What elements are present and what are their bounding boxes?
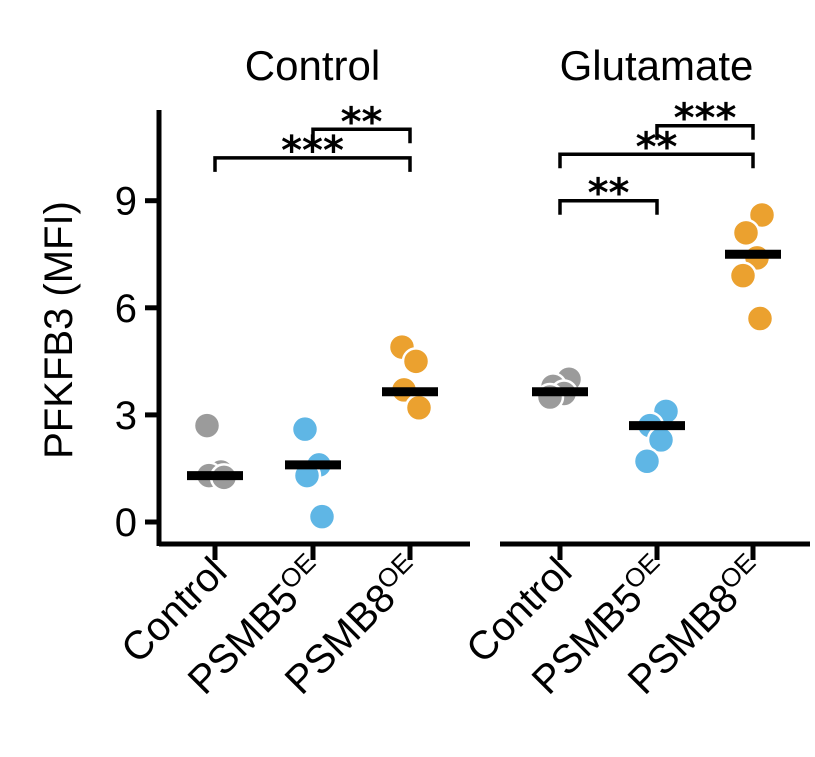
significance-bracket <box>213 156 412 172</box>
data-point <box>192 411 222 440</box>
significance-bracket <box>558 152 755 169</box>
significance-label: *** <box>674 96 737 142</box>
significance-bracket <box>558 198 659 215</box>
data-point <box>728 261 758 290</box>
data-point <box>731 218 761 248</box>
significance-label: ** <box>588 171 630 217</box>
data-point <box>404 393 434 423</box>
significance-label: *** <box>281 128 344 174</box>
data-point <box>290 414 320 444</box>
data-point <box>307 502 337 531</box>
y-tick-label: 9 <box>115 180 137 224</box>
data-point <box>745 304 775 333</box>
significance-label: ** <box>341 99 383 145</box>
panel-title: Glutamate <box>560 42 754 89</box>
y-axis-label: PFKFB3 (MFI) <box>37 201 81 459</box>
y-tick-label: 3 <box>115 394 137 438</box>
significance-bracket <box>655 123 755 140</box>
data-point <box>632 447 662 476</box>
y-tick-label: 6 <box>115 287 137 331</box>
panel-title: Control <box>245 42 380 89</box>
significance-bracket <box>311 127 412 144</box>
data-point <box>401 347 431 376</box>
data-point <box>747 200 777 230</box>
y-tick-label: 0 <box>115 501 137 545</box>
significance-label: ** <box>636 124 678 170</box>
